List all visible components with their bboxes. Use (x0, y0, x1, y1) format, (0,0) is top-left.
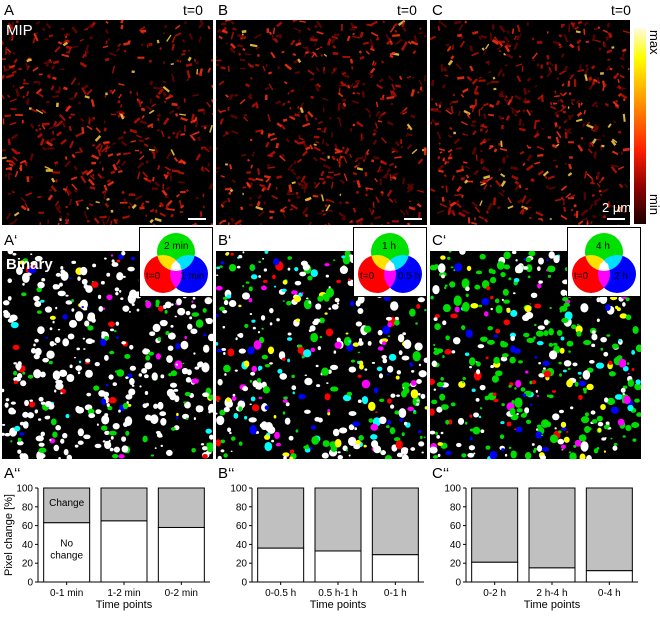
y-tick-label: 20 (236, 559, 248, 570)
bar-no-change (472, 562, 518, 582)
bar-change (258, 488, 304, 548)
bar-change (101, 488, 147, 521)
y-tick-label: 40 (450, 540, 462, 551)
x-tick-label: 0-2 h (483, 588, 506, 599)
time-label-b: t=0 (397, 3, 417, 17)
colorbar (634, 28, 646, 224)
venn-inset-a: 2 min t=0 1 min (139, 227, 213, 297)
venn-b-left: t=0 (360, 272, 374, 282)
venn-a-left: t=0 (146, 272, 160, 282)
x-tick-label: 0.5 h-1 h (318, 588, 357, 599)
bar-change (372, 488, 418, 555)
panel-label-b-prime: B‘ (218, 233, 231, 248)
venn-inset-c: 4 h t=0 2 h (567, 227, 641, 297)
bar-chart-b: 0 20 40 60 80 100 0-0.5 h 0.5 h-1 h 0-1 h Time po… (214, 478, 430, 612)
scale-bar-label: 2 µm (602, 201, 631, 215)
colorbar-max-label: max (648, 30, 660, 55)
scale-bar-a (188, 218, 206, 220)
venn-a-top: 2 min (164, 242, 188, 252)
y-tick-label: 60 (450, 521, 462, 532)
venn-b-right: 0.5 h (398, 272, 420, 282)
mip-texture (216, 20, 427, 225)
y-tick-label: 20 (22, 559, 34, 570)
bar-chart-a: 0 20 40 60 80 100 0-1 min 1-2 min 0-2 min Time po… (0, 478, 216, 612)
time-label-c: t=0 (611, 3, 631, 17)
bar-no-change (258, 548, 304, 582)
bar-change (586, 488, 632, 571)
bar-no-change (315, 551, 361, 582)
bar-no-change (529, 568, 575, 582)
scale-bar-c (607, 218, 625, 220)
x-axis-label: Time points (310, 599, 367, 611)
venn-c-right: 2 h (614, 272, 628, 282)
y-tick-label: 60 (236, 521, 248, 532)
mip-texture (2, 20, 213, 225)
bar-change (472, 488, 518, 562)
x-tick-label: 0-0.5 h (265, 588, 296, 599)
colorbar-min-label: min (648, 194, 660, 215)
x-tick-label: 0-2 min (165, 588, 198, 599)
y-tick-label: 80 (450, 502, 462, 513)
venn-diagram-b (354, 228, 426, 296)
y-tick-label: 100 (444, 484, 461, 495)
mip-image-a (2, 20, 213, 225)
venn-diagram-c (568, 228, 640, 296)
bar-change (529, 488, 575, 568)
annotation-no-change: change (50, 550, 83, 561)
bar-chart-c: 0 20 40 60 80 100 0-2 h 2 h-4 h 0-4 h Time points (428, 478, 644, 612)
mip-image-c (430, 20, 630, 225)
y-tick-label: 0 (241, 578, 247, 589)
y-tick-label: 0 (455, 578, 461, 589)
mip-texture (430, 20, 630, 225)
y-tick-label: 20 (450, 559, 462, 570)
panel-label-a-prime: A‘ (4, 233, 17, 248)
binary-title: Binary (6, 257, 53, 272)
y-axis-label: Pixel change [%] (3, 494, 15, 576)
bar-no-change (372, 555, 418, 582)
venn-b-top: 1 h (382, 242, 396, 252)
y-tick-label: 100 (230, 484, 247, 495)
venn-c-top: 4 h (596, 242, 610, 252)
annotation-no-change: No (60, 538, 73, 549)
mip-title: MIP (6, 23, 33, 38)
mip-image-b (216, 20, 427, 225)
x-axis-label: Time points (96, 599, 153, 611)
panel-label-c-prime: C‘ (432, 233, 446, 248)
panel-label-c: C (432, 3, 443, 18)
venn-c-left: t=0 (574, 272, 588, 282)
y-tick-label: 60 (22, 521, 34, 532)
bar-change (158, 488, 204, 527)
y-tick-label: 40 (236, 540, 248, 551)
venn-a-right: 1 min (180, 272, 204, 282)
time-label-a: t=0 (183, 3, 203, 17)
y-tick-label: 100 (16, 484, 33, 495)
panel-label-a: A (4, 3, 14, 18)
bar-no-change (586, 571, 632, 582)
x-tick-label: 1-2 min (107, 588, 140, 599)
y-tick-label: 80 (22, 502, 34, 513)
x-axis-label: Time points (524, 599, 581, 611)
annotation-change: Change (49, 498, 84, 509)
bar-change (315, 488, 361, 551)
bar-no-change (101, 521, 147, 582)
panel-label-b: B (218, 3, 228, 18)
x-tick-label: 2 h-4 h (536, 588, 567, 599)
y-tick-label: 0 (27, 578, 33, 589)
y-tick-label: 80 (236, 502, 248, 513)
venn-diagram-a (140, 228, 212, 296)
x-tick-label: 0-1 h (384, 588, 407, 599)
bar-no-change (158, 527, 204, 582)
y-tick-label: 40 (22, 540, 34, 551)
x-tick-label: 0-1 min (50, 588, 83, 599)
venn-inset-b: 1 h t=0 0.5 h (353, 227, 427, 297)
x-tick-label: 0-4 h (598, 588, 621, 599)
scale-bar-b (404, 218, 422, 220)
